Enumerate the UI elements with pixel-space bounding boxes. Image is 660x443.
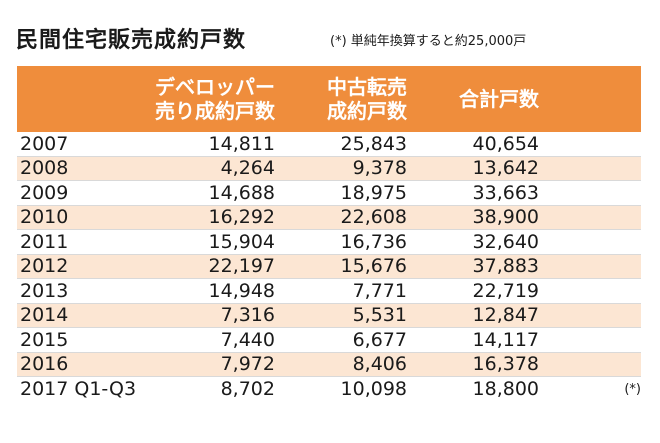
row-developer: 7,440 bbox=[220, 328, 275, 351]
row-total: 22,719 bbox=[472, 279, 539, 302]
row-resale: 7,771 bbox=[352, 279, 407, 302]
row-total: 38,900 bbox=[472, 206, 539, 229]
row-total: 32,640 bbox=[472, 230, 539, 253]
row-resale: 9,378 bbox=[352, 157, 407, 180]
row-year: 2008 bbox=[20, 157, 69, 180]
row-total: 33,663 bbox=[472, 181, 539, 204]
footnote: (*) 単純年換算すると約25,000戸 bbox=[330, 34, 527, 49]
row-mark: (*) bbox=[624, 381, 641, 397]
table-title: 民間住宅販売成約戸数 bbox=[16, 28, 247, 53]
row-resale: 6,677 bbox=[352, 328, 407, 351]
row-year: 2016 bbox=[20, 353, 69, 376]
row-total: 18,800 bbox=[472, 378, 539, 401]
header-resale: 中古転売 成約戸数 bbox=[283, 75, 413, 123]
row-developer: 15,904 bbox=[208, 230, 275, 253]
row-developer: 14,948 bbox=[208, 279, 275, 302]
table-row: 2007 14,811 25,843 40,654 bbox=[17, 132, 641, 157]
row-year: 2017 Q1-Q3 bbox=[20, 378, 137, 401]
row-resale: 25,843 bbox=[340, 132, 407, 155]
row-resale: 16,736 bbox=[340, 230, 407, 253]
table-row: 2013 14,948 7,771 22,719 bbox=[17, 279, 641, 304]
row-year: 2010 bbox=[20, 206, 69, 229]
row-resale: 22,608 bbox=[340, 206, 407, 229]
row-total: 12,847 bbox=[472, 304, 539, 327]
header-developer: デベロッパー 売り成約戸数 bbox=[137, 75, 283, 123]
row-developer: 16,292 bbox=[208, 206, 275, 229]
header-developer-line2: 売り成約戸数 bbox=[155, 99, 275, 123]
row-year: 2014 bbox=[20, 304, 69, 327]
row-total: 37,883 bbox=[472, 255, 539, 278]
header-resale-line1: 中古転売 bbox=[327, 75, 407, 99]
table-row: 2008 4,264 9,378 13,642 bbox=[17, 156, 641, 181]
row-developer: 14,811 bbox=[208, 132, 275, 155]
header-resale-line2: 成約戸数 bbox=[327, 99, 407, 123]
sales-table: デベロッパー 売り成約戸数 中古転売 成約戸数 合計戸数 2007 14,811 2… bbox=[17, 66, 641, 402]
row-developer: 7,972 bbox=[220, 353, 275, 376]
row-year: 2013 bbox=[20, 279, 69, 302]
row-year: 2007 bbox=[20, 132, 69, 155]
row-year: 2011 bbox=[20, 230, 69, 253]
row-resale: 15,676 bbox=[340, 255, 407, 278]
table-row: 2017 Q1-Q3 8,702 10,098 18,800 (*) bbox=[17, 377, 641, 402]
row-developer: 22,197 bbox=[208, 255, 275, 278]
row-year: 2012 bbox=[20, 255, 69, 278]
table-row: 2011 15,904 16,736 32,640 bbox=[17, 230, 641, 255]
table-header: デベロッパー 売り成約戸数 中古転売 成約戸数 合計戸数 bbox=[17, 66, 641, 132]
row-resale: 8,406 bbox=[352, 353, 407, 376]
table-row: 2012 22,197 15,676 37,883 bbox=[17, 254, 641, 279]
table-row: 2014 7,316 5,531 12,847 bbox=[17, 303, 641, 328]
row-year: 2015 bbox=[20, 328, 69, 351]
row-developer: 7,316 bbox=[220, 304, 275, 327]
table-body: 2007 14,811 25,843 40,654 2008 4,264 9,378 13,6… bbox=[17, 132, 641, 402]
header-developer-line1: デベロッパー bbox=[155, 75, 275, 99]
row-total: 40,654 bbox=[472, 132, 539, 155]
row-resale: 10,098 bbox=[340, 378, 407, 401]
row-resale: 5,531 bbox=[352, 304, 407, 327]
table-row: 2010 16,292 22,608 38,900 bbox=[17, 205, 641, 230]
header-total: 合計戸数 bbox=[459, 87, 539, 111]
row-resale: 18,975 bbox=[340, 181, 407, 204]
row-year: 2009 bbox=[20, 181, 69, 204]
row-total: 14,117 bbox=[472, 328, 539, 351]
table-row: 2016 7,972 8,406 16,378 bbox=[17, 352, 641, 377]
table-row: 2015 7,440 6,677 14,117 bbox=[17, 328, 641, 353]
table-row: 2009 14,688 18,975 33,663 bbox=[17, 181, 641, 206]
row-developer: 14,688 bbox=[208, 181, 275, 204]
row-developer: 4,264 bbox=[220, 157, 275, 180]
row-total: 16,378 bbox=[472, 353, 539, 376]
row-total: 13,642 bbox=[472, 157, 539, 180]
row-developer: 8,702 bbox=[220, 378, 275, 401]
